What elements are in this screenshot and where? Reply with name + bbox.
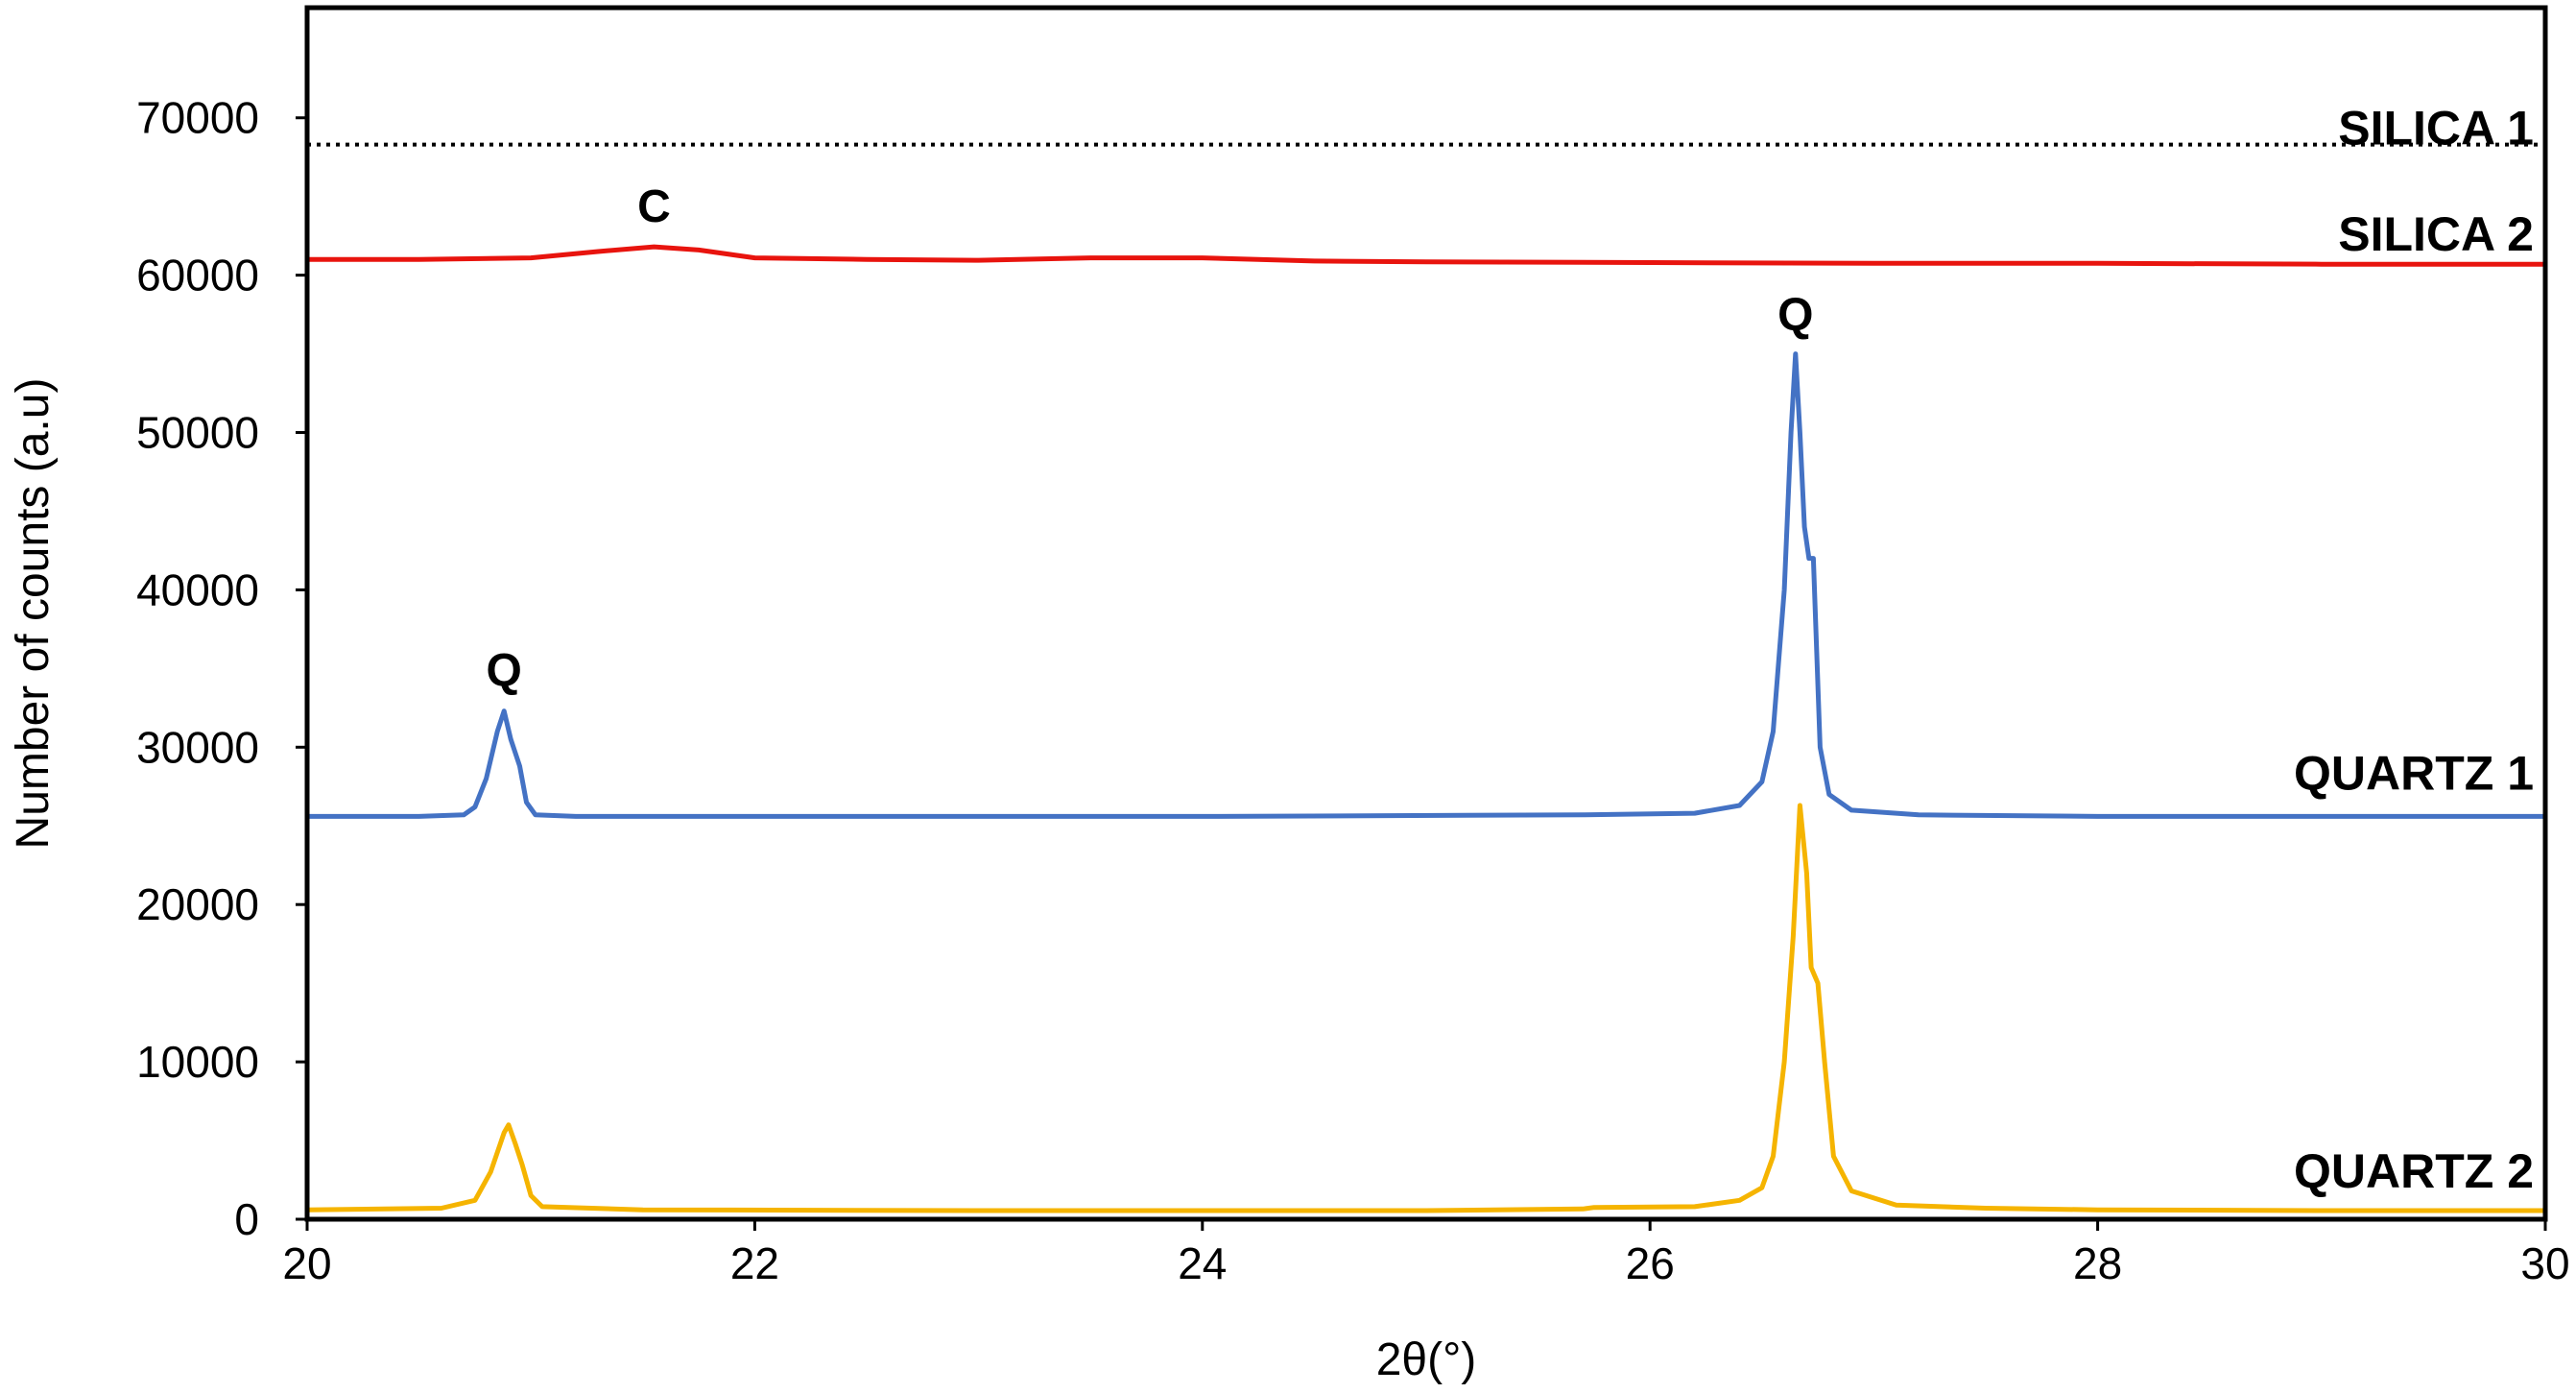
x-tick-label: 20 bbox=[282, 1238, 331, 1288]
y-tick-label: 70000 bbox=[136, 93, 259, 143]
plot-frame bbox=[304, 5, 2548, 1222]
peak-annotation: C bbox=[637, 181, 671, 232]
x-tick-label: 26 bbox=[1626, 1238, 1675, 1288]
y-tick-label: 20000 bbox=[136, 879, 259, 929]
series-layer bbox=[306, 142, 2545, 1213]
x-axis-title: 2θ(°) bbox=[1376, 1334, 1477, 1385]
y-tick-label: 50000 bbox=[136, 408, 259, 458]
y-tick-label: 30000 bbox=[136, 722, 259, 772]
plot-area bbox=[307, 8, 2545, 1219]
x-tick-label: 28 bbox=[2073, 1238, 2122, 1288]
x-tick-label: 30 bbox=[2520, 1238, 2569, 1288]
x-tick-label: 24 bbox=[1178, 1238, 1227, 1288]
x-tick-label: 22 bbox=[730, 1238, 779, 1288]
peak-annotation: Q bbox=[487, 645, 522, 696]
series-line-3 bbox=[306, 803, 2545, 1213]
annotation-layer: C Q Q bbox=[487, 181, 1814, 696]
series-label: SILICA 2 bbox=[2338, 207, 2534, 261]
series-label: QUARTZ 2 bbox=[2294, 1144, 2534, 1198]
series-line-2 bbox=[307, 351, 2545, 819]
peak-annotation: Q bbox=[1777, 290, 1813, 341]
series-label: QUARTZ 1 bbox=[2294, 746, 2534, 800]
series-labels: SILICA 1 SILICA 2 QUARTZ 1 QUARTZ 2 bbox=[2294, 102, 2534, 1198]
y-tick-label: 60000 bbox=[136, 251, 259, 300]
series-label: SILICA 1 bbox=[2338, 102, 2534, 156]
series-line-1 bbox=[307, 244, 2545, 267]
y-tick-label: 10000 bbox=[136, 1037, 259, 1087]
x-axis-ticks: 20 22 24 26 28 30 bbox=[282, 1219, 2570, 1288]
y-axis-ticks: 0 10000 20000 30000 40000 50000 60000 70000 bbox=[136, 93, 307, 1244]
y-axis-title: Number of counts (a.u) bbox=[8, 378, 59, 850]
y-tick-label: 0 bbox=[234, 1194, 259, 1244]
y-tick-label: 40000 bbox=[136, 564, 259, 614]
